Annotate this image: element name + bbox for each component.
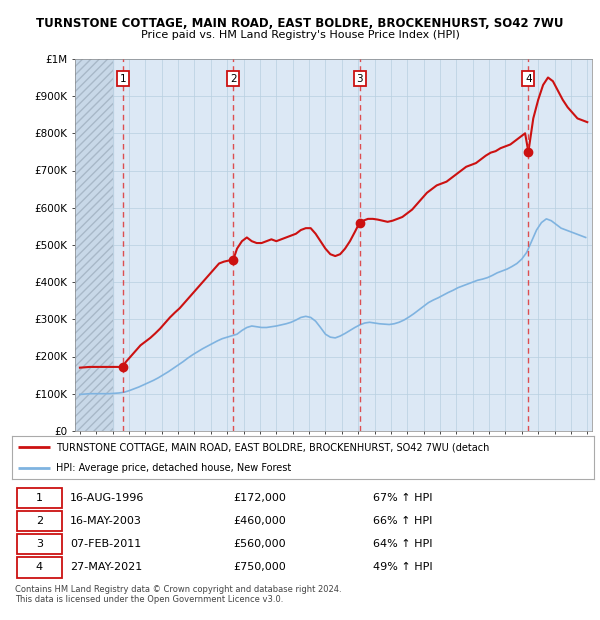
Text: 3: 3	[36, 539, 43, 549]
Text: TURNSTONE COTTAGE, MAIN ROAD, EAST BOLDRE, BROCKENHURST, SO42 7WU: TURNSTONE COTTAGE, MAIN ROAD, EAST BOLDR…	[36, 17, 564, 30]
Text: 2: 2	[230, 74, 236, 84]
Text: 07-FEB-2011: 07-FEB-2011	[70, 539, 142, 549]
FancyBboxPatch shape	[17, 487, 62, 508]
Text: 67% ↑ HPI: 67% ↑ HPI	[373, 493, 433, 503]
Text: 66% ↑ HPI: 66% ↑ HPI	[373, 516, 432, 526]
Text: 16-MAY-2003: 16-MAY-2003	[70, 516, 142, 526]
Text: £172,000: £172,000	[233, 493, 286, 503]
Text: TURNSTONE COTTAGE, MAIN ROAD, EAST BOLDRE, BROCKENHURST, SO42 7WU (detach: TURNSTONE COTTAGE, MAIN ROAD, EAST BOLDR…	[56, 442, 489, 452]
Text: 3: 3	[356, 74, 363, 84]
Text: 4: 4	[36, 562, 43, 572]
Text: 16-AUG-1996: 16-AUG-1996	[70, 493, 145, 503]
Text: Contains HM Land Registry data © Crown copyright and database right 2024.
This d: Contains HM Land Registry data © Crown c…	[15, 585, 341, 604]
Text: 2: 2	[36, 516, 43, 526]
Text: 4: 4	[525, 74, 532, 84]
Bar	[75, 59, 113, 431]
Text: £560,000: £560,000	[233, 539, 286, 549]
FancyBboxPatch shape	[17, 534, 62, 554]
Text: 1: 1	[119, 74, 126, 84]
Text: Price paid vs. HM Land Registry's House Price Index (HPI): Price paid vs. HM Land Registry's House …	[140, 30, 460, 40]
Text: 49% ↑ HPI: 49% ↑ HPI	[373, 562, 433, 572]
Text: £750,000: £750,000	[233, 562, 286, 572]
Text: HPI: Average price, detached house, New Forest: HPI: Average price, detached house, New …	[56, 463, 291, 473]
Text: £460,000: £460,000	[233, 516, 286, 526]
Text: 1: 1	[36, 493, 43, 503]
Text: 27-MAY-2021: 27-MAY-2021	[70, 562, 142, 572]
Bar	[75, 59, 113, 431]
Text: 64% ↑ HPI: 64% ↑ HPI	[373, 539, 433, 549]
FancyBboxPatch shape	[17, 557, 62, 578]
FancyBboxPatch shape	[17, 511, 62, 531]
